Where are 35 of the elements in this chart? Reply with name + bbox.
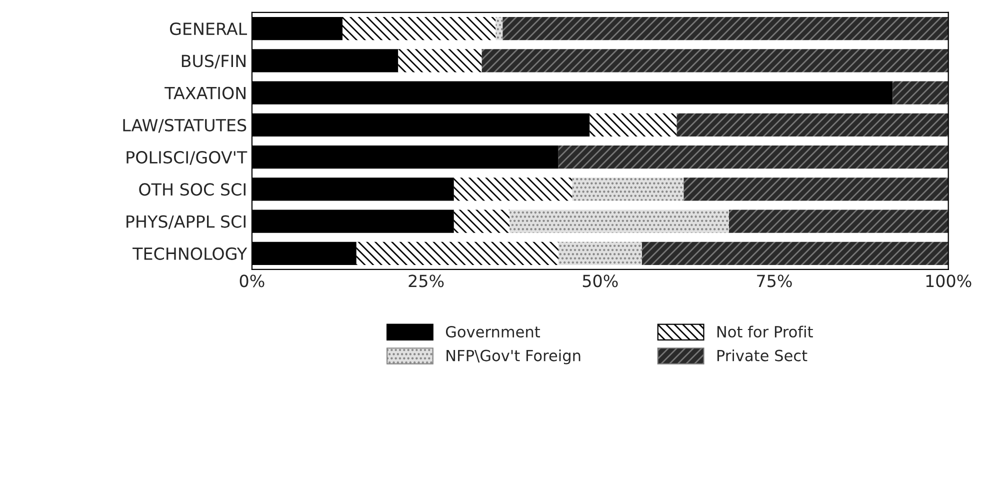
bar [454, 178, 572, 201]
bar [502, 16, 948, 40]
bar [892, 81, 948, 104]
y-tick-label: TECHNOLOGY [132, 247, 248, 260]
bar [356, 242, 558, 265]
y-tick-label: LAW/STATUTES [123, 118, 246, 133]
bar [572, 178, 684, 201]
y-tick-label: OTH SOC SCI [139, 183, 246, 196]
bar [728, 210, 948, 233]
legend-label: NFP\Gov't Foreign [446, 350, 580, 364]
y-tick-label: TAXATION [164, 86, 246, 100]
x-tick-label: 25% [408, 274, 444, 288]
legend-label: Not for Profit [717, 326, 813, 338]
bar [510, 210, 729, 233]
bar [676, 113, 948, 136]
legend-label: Government [446, 326, 540, 338]
bar [398, 49, 482, 72]
x-tick-label: 50% [582, 274, 618, 288]
bar [558, 242, 642, 265]
bar [558, 145, 948, 169]
bar [590, 113, 677, 136]
bar [342, 16, 496, 40]
bar [496, 16, 503, 40]
bar [684, 178, 948, 201]
bar [642, 242, 948, 265]
x-tick-label: 0% [240, 274, 264, 288]
x-tick-label: 100% [926, 274, 972, 288]
x-tick-label: 75% [757, 274, 792, 288]
y-tick-label: GENERAL [170, 22, 248, 36]
bar [482, 49, 948, 72]
y-tick-label: POLISCI/GOV'T [126, 150, 248, 165]
y-tick-label: BUS/FIN [182, 54, 246, 69]
bar [454, 210, 510, 233]
legend-label: Private Sect [717, 350, 808, 362]
y-tick-label: PHYS/APPL SCI [126, 215, 246, 230]
